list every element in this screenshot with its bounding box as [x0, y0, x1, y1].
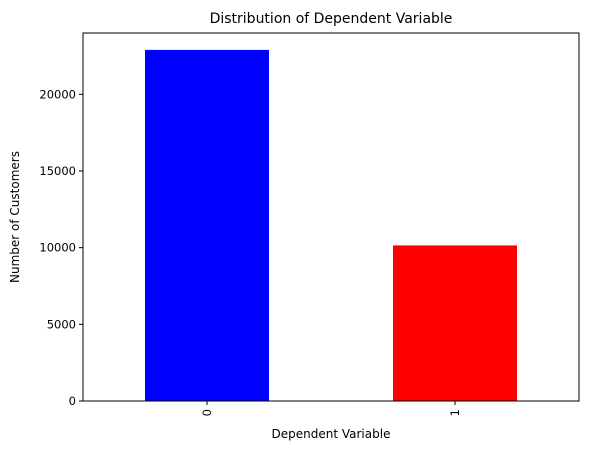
- y-tick-label: 10000: [39, 241, 76, 255]
- x-axis-label: Dependent Variable: [272, 427, 391, 441]
- y-tick-label: 15000: [39, 164, 76, 178]
- bars-group: [145, 49, 517, 402]
- y-tick-label: 20000: [39, 87, 76, 101]
- x-tick-label: 1: [448, 409, 462, 416]
- chart-title: Distribution of Dependent Variable: [210, 11, 453, 27]
- y-axis-label: Number of Customers: [8, 151, 22, 283]
- x-tick-label: 0: [200, 409, 214, 416]
- plot-frame: [82, 32, 580, 402]
- y-axis-ticks: 0 5000 10000 15000 20000: [39, 87, 83, 408]
- bar-0: [145, 49, 269, 402]
- y-tick-label: 0: [69, 394, 76, 408]
- bar-1: [393, 245, 517, 401]
- y-tick-label: 5000: [47, 317, 76, 331]
